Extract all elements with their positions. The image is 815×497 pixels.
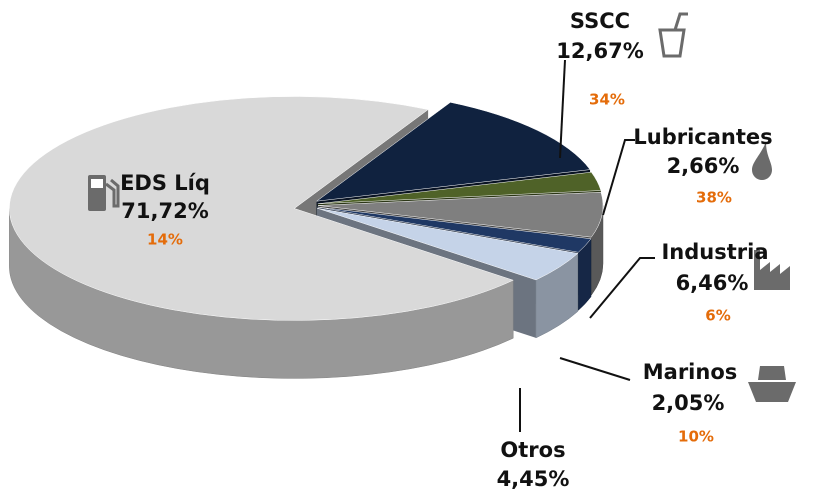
value-label: 6,46% xyxy=(676,271,749,295)
value-label: 4,45% xyxy=(497,467,570,491)
slice xyxy=(315,102,591,202)
value-label: 2,05% xyxy=(652,391,725,415)
leader-line xyxy=(602,139,635,216)
slice xyxy=(317,191,604,238)
secondary-label: 34% xyxy=(589,91,625,109)
slice xyxy=(9,96,514,321)
value-label: 71,72% xyxy=(121,199,208,223)
cup-icon xyxy=(658,12,688,58)
pie xyxy=(9,96,604,379)
leader-line xyxy=(589,257,655,319)
category-label: Otros xyxy=(500,438,565,462)
drop-icon xyxy=(752,142,772,180)
category-label: Marinos xyxy=(643,360,738,384)
secondary-label: 6% xyxy=(705,307,730,325)
category-label: Industria xyxy=(661,240,768,264)
category-label: EDS Líq xyxy=(120,171,210,195)
secondary-label: 38% xyxy=(696,189,732,207)
secondary-label: 10% xyxy=(678,428,714,446)
fuel-icon xyxy=(88,175,120,211)
category-label: SSCC xyxy=(570,9,630,33)
category-label: Lubricantes xyxy=(633,125,772,149)
slice xyxy=(317,171,602,205)
slice xyxy=(317,206,592,253)
value-label: 2,66% xyxy=(667,154,740,178)
value-label: 12,67% xyxy=(556,39,643,63)
slice xyxy=(317,207,579,281)
secondary-label: 14% xyxy=(147,231,183,249)
ship-icon xyxy=(748,366,796,402)
leader-line xyxy=(559,357,631,381)
factory-icon xyxy=(754,250,790,290)
leader-line xyxy=(559,59,566,159)
